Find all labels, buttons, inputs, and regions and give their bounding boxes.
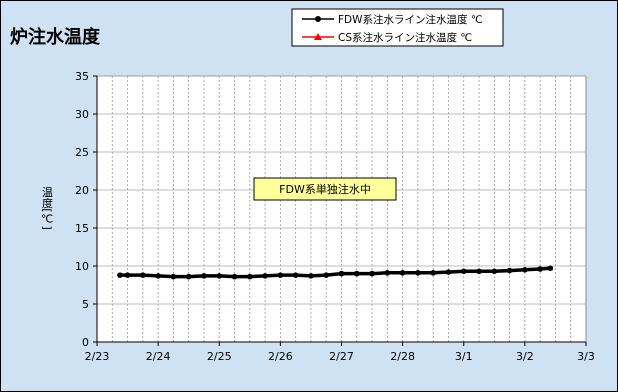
data-point bbox=[415, 270, 421, 276]
y-tick-label: 25 bbox=[75, 146, 89, 159]
y-tick-label: 10 bbox=[75, 260, 89, 273]
data-point bbox=[323, 272, 330, 278]
legend-entry-cs: CS系注水ライン注水温度 ℃ bbox=[302, 31, 472, 44]
legend-marker-cs bbox=[314, 33, 322, 40]
data-point bbox=[170, 273, 177, 280]
data-point bbox=[430, 270, 436, 276]
data-point bbox=[140, 272, 146, 278]
data-point bbox=[262, 273, 268, 279]
y-tick-label: 15 bbox=[75, 222, 89, 235]
x-tick-label: 2/26 bbox=[268, 350, 293, 363]
x-tick-label: 3/3 bbox=[577, 350, 595, 363]
data-point bbox=[491, 268, 498, 275]
x-tick-label: 2/28 bbox=[390, 350, 415, 363]
series-layer bbox=[117, 265, 554, 280]
y-tick-label: 35 bbox=[75, 70, 89, 83]
data-point bbox=[445, 269, 452, 275]
data-point bbox=[460, 268, 467, 275]
data-point bbox=[547, 265, 554, 272]
annotation: FDW系単独注水中 bbox=[253, 177, 397, 201]
data-point bbox=[399, 270, 406, 276]
data-point bbox=[117, 272, 123, 278]
y-axis-label: 温度[℃] bbox=[41, 186, 54, 230]
data-point bbox=[369, 270, 375, 277]
legend-label-fdw: FDW系注水ライン注水温度 ℃ bbox=[338, 13, 483, 26]
y-tick-label: 5 bbox=[82, 298, 89, 311]
data-point bbox=[231, 273, 238, 280]
data-point bbox=[124, 272, 131, 278]
data-point bbox=[201, 273, 207, 279]
data-point bbox=[522, 267, 528, 273]
data-point bbox=[506, 267, 513, 274]
x-tick-label: 3/2 bbox=[516, 350, 534, 363]
x-tick-label: 2/23 bbox=[85, 350, 110, 363]
legend-label-cs: CS系注水ライン注水温度 ℃ bbox=[338, 31, 472, 44]
x-tick-label: 3/1 bbox=[455, 350, 473, 363]
gridlines bbox=[97, 75, 586, 342]
annotation-text: FDW系単独注水中 bbox=[279, 182, 371, 196]
annotation-box bbox=[253, 177, 397, 201]
data-point bbox=[292, 272, 299, 278]
legend: FDW系注水ライン注水温度 ℃ CS系注水ライン注水温度 ℃ bbox=[291, 8, 504, 47]
data-point bbox=[353, 270, 360, 277]
data-point bbox=[277, 272, 284, 278]
y-tick-label: 0 bbox=[82, 336, 89, 349]
data-point bbox=[185, 273, 192, 280]
data-point bbox=[247, 273, 253, 280]
x-tick-label: 2/27 bbox=[329, 350, 354, 363]
x-tick-label: 2/25 bbox=[207, 350, 232, 363]
legend-box bbox=[291, 8, 504, 47]
chart-title: 炉注水温度 bbox=[10, 26, 101, 48]
x-ticks: 2/23 2/24 2/25 2/26 2/27 2/28 3/1 3/2 3/3 bbox=[85, 342, 595, 363]
legend-entry-fdw: FDW系注水ライン注水温度 ℃ bbox=[302, 13, 483, 26]
data-point bbox=[338, 270, 345, 277]
y-ticks: 0 5 10 15 20 25 30 35 bbox=[75, 70, 97, 349]
data-point bbox=[384, 270, 391, 276]
data-point bbox=[155, 273, 161, 279]
data-point bbox=[216, 273, 223, 279]
y-tick-label: 30 bbox=[75, 108, 89, 121]
data-point bbox=[537, 266, 543, 272]
data-point bbox=[476, 268, 482, 275]
x-tick-label: 2/24 bbox=[146, 350, 171, 363]
data-point bbox=[308, 273, 314, 279]
y-tick-label: 20 bbox=[75, 184, 89, 197]
legend-marker-fdw bbox=[315, 16, 321, 22]
